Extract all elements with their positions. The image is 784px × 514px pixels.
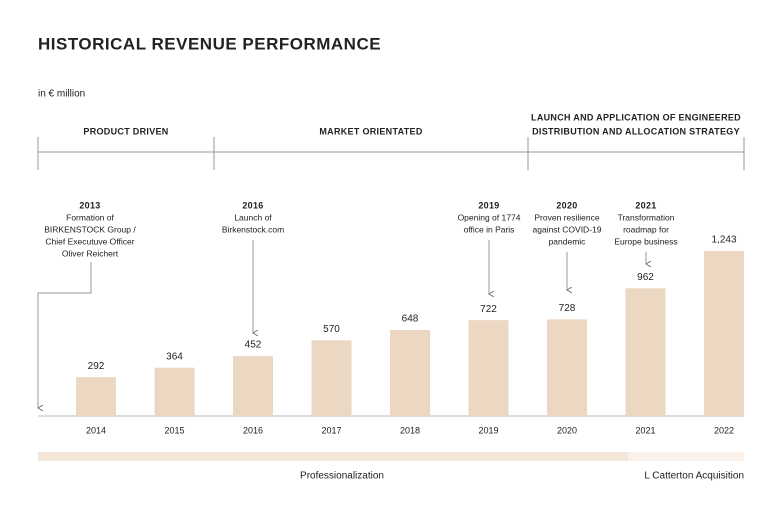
period-bar bbox=[38, 452, 628, 461]
value-label: 292 bbox=[88, 361, 105, 372]
annotation-text: Birkenstock.com bbox=[222, 224, 284, 234]
annotation-year: 2019 bbox=[478, 200, 499, 210]
bar bbox=[233, 356, 273, 416]
annotation-year: 2016 bbox=[242, 200, 263, 210]
annotation-text: Transformation bbox=[618, 212, 675, 222]
bar bbox=[154, 367, 195, 416]
period-label: Professionalization bbox=[300, 471, 384, 482]
x-tick-label: 2022 bbox=[714, 425, 734, 435]
annotation-text: Formation of bbox=[66, 212, 114, 222]
bar bbox=[76, 377, 116, 416]
value-label: 962 bbox=[637, 272, 654, 283]
period-label: L Catterton Acquisition bbox=[644, 471, 744, 482]
x-tick-label: 2017 bbox=[321, 425, 341, 435]
bar bbox=[311, 340, 352, 416]
value-label: 648 bbox=[402, 314, 419, 325]
annotation-text: Chief Executuve Officer bbox=[45, 236, 134, 246]
value-label: 1,243 bbox=[711, 235, 736, 246]
bar bbox=[390, 329, 430, 416]
value-label: 728 bbox=[559, 303, 576, 314]
annotation-year: 2013 bbox=[79, 200, 100, 210]
x-tick-label: 2018 bbox=[400, 425, 420, 435]
annotation-year: 2020 bbox=[556, 200, 577, 210]
x-tick-label: 2014 bbox=[86, 425, 106, 435]
annotation-text: BIRKENSTOCK Group / bbox=[44, 224, 136, 234]
x-tick-label: 2019 bbox=[478, 425, 498, 435]
bar bbox=[468, 320, 509, 416]
bar bbox=[704, 251, 744, 416]
period-bar bbox=[628, 452, 744, 461]
phase-label: DISTRIBUTION AND ALLOCATION STRATEGY bbox=[532, 126, 740, 136]
chart-title: HISTORICAL REVENUE PERFORMANCE bbox=[38, 34, 381, 53]
x-tick-label: 2016 bbox=[243, 425, 263, 435]
annotation-text: Opening of 1774 bbox=[458, 212, 521, 222]
chart-subtitle: in € million bbox=[38, 89, 85, 100]
annotation-text: pandemic bbox=[549, 236, 587, 246]
annotation-text: roadmap for bbox=[623, 224, 669, 234]
annotation-text: Oliver Reichert bbox=[62, 248, 119, 258]
annotation-arrow bbox=[38, 262, 92, 408]
phase-label: PRODUCT DRIVEN bbox=[83, 126, 168, 136]
value-label: 452 bbox=[245, 340, 262, 351]
annotation-text: Proven resilience bbox=[534, 212, 599, 222]
annotation-text: Launch of bbox=[234, 212, 272, 222]
value-label: 570 bbox=[323, 324, 340, 335]
x-tick-label: 2020 bbox=[557, 425, 577, 435]
annotation-year: 2021 bbox=[635, 200, 656, 210]
annotation-text: office in Paris bbox=[464, 224, 515, 234]
annotation-text: against COVID-19 bbox=[533, 224, 602, 234]
x-tick-label: 2015 bbox=[164, 425, 184, 435]
phase-label: LAUNCH AND APPLICATION OF ENGINEERED bbox=[531, 112, 741, 122]
bar bbox=[625, 288, 666, 416]
value-label: 722 bbox=[480, 304, 497, 315]
annotation-text: Europe business bbox=[614, 236, 677, 246]
phase-label: MARKET ORIENTATED bbox=[319, 126, 422, 136]
bar bbox=[547, 319, 587, 416]
x-tick-label: 2021 bbox=[635, 425, 655, 435]
value-label: 364 bbox=[166, 351, 183, 362]
